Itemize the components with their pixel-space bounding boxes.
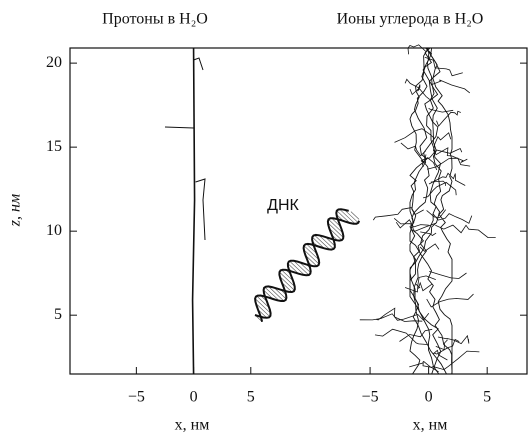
track <box>404 275 436 293</box>
track <box>409 84 431 100</box>
track <box>359 313 430 321</box>
x-tick-label: −5 <box>128 389 145 406</box>
x-tick-label: 5 <box>247 389 255 406</box>
track <box>432 213 473 224</box>
y-tick-label: 10 <box>46 222 62 239</box>
track <box>409 47 447 375</box>
track <box>428 172 466 186</box>
track <box>421 154 427 168</box>
track <box>394 128 435 143</box>
track <box>428 108 454 113</box>
track <box>426 157 471 170</box>
track <box>164 57 206 241</box>
track <box>409 47 453 375</box>
y-axis-label: z, нм <box>7 194 24 227</box>
track <box>409 361 439 373</box>
x-tick-label: −5 <box>362 389 379 406</box>
plot-frame <box>69 47 528 375</box>
track <box>430 180 446 186</box>
annotation: ДНК <box>267 197 299 214</box>
track <box>374 328 428 345</box>
track <box>407 44 427 55</box>
track <box>409 47 438 375</box>
track <box>415 281 433 292</box>
dna-strand <box>254 208 349 319</box>
panel-title: Протоны в H₂O <box>102 11 208 28</box>
track <box>429 271 467 279</box>
track <box>419 243 440 252</box>
track <box>424 56 463 77</box>
track <box>432 349 448 361</box>
x-tick-label: 5 <box>483 389 491 406</box>
track <box>393 217 436 232</box>
track <box>435 224 496 238</box>
dna-strand <box>254 217 361 322</box>
track <box>420 147 463 162</box>
y-tick-label: 15 <box>46 138 62 155</box>
track <box>433 132 452 152</box>
track <box>404 78 419 89</box>
track <box>420 231 437 236</box>
track <box>437 334 470 345</box>
y-tick-label: 20 <box>46 54 62 71</box>
x-tick-label: 0 <box>425 389 433 406</box>
y-tick-label: 5 <box>54 306 62 323</box>
track <box>191 47 196 375</box>
track <box>399 328 433 342</box>
track <box>433 147 468 163</box>
x-axis-label: x, нм <box>175 417 210 434</box>
panel-title: Ионы углерода в H₂O <box>337 11 484 28</box>
track <box>424 157 438 171</box>
track <box>422 181 457 199</box>
track <box>400 142 426 157</box>
track <box>436 110 461 127</box>
track <box>372 207 424 221</box>
track <box>435 339 448 351</box>
track <box>409 47 441 375</box>
track <box>395 219 429 229</box>
track <box>375 307 423 322</box>
track <box>426 293 474 308</box>
track <box>430 79 471 94</box>
x-axis-label: x, нм <box>413 417 448 434</box>
x-tick-label: 0 <box>190 389 198 406</box>
track <box>426 209 447 218</box>
